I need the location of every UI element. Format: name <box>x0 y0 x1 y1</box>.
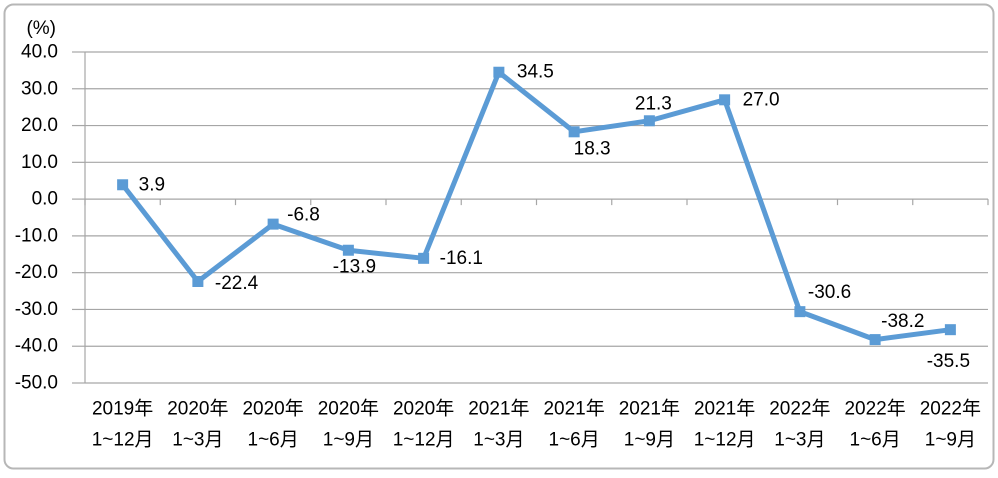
data-label: -35.5 <box>927 351 970 372</box>
data-label: -38.2 <box>881 311 924 332</box>
data-point-marker <box>719 94 731 106</box>
x-tick-label-period: 1~12月 <box>694 430 756 451</box>
data-label: 3.9 <box>139 174 165 195</box>
x-tick-label-period: 1~9月 <box>624 430 675 451</box>
data-point-marker <box>493 66 505 78</box>
x-tick-label-year: 2022年 <box>844 398 905 420</box>
data-label: 18.3 <box>574 138 611 159</box>
y-tick-label: 30.0 <box>21 78 58 99</box>
x-tick-label-period: 1~9月 <box>925 430 976 451</box>
data-point-marker <box>568 126 580 138</box>
x-tick-label-period: 1~12月 <box>393 430 455 451</box>
chart-border <box>3 3 995 470</box>
x-tick-label-year: 2020年 <box>393 398 454 420</box>
x-tick-label-period: 1~6月 <box>248 430 299 451</box>
x-tick-label-period: 1~6月 <box>549 430 600 451</box>
x-tick-label-year: 2020年 <box>167 398 228 420</box>
x-tick-label-period: 1~9月 <box>323 430 374 451</box>
y-tick-label: -30.0 <box>15 299 58 320</box>
x-tick-label-period: 1~3月 <box>473 430 524 451</box>
x-tick-label-year: 2021年 <box>468 398 529 420</box>
y-tick-label: -20.0 <box>15 262 58 283</box>
x-tick-label-period: 1~6月 <box>850 430 901 451</box>
data-label: -30.6 <box>808 282 851 303</box>
y-tick-label: 0.0 <box>32 189 58 210</box>
data-label: 27.0 <box>743 89 780 110</box>
y-tick-label: -50.0 <box>15 373 58 394</box>
y-tick-label: 40.0 <box>21 42 58 63</box>
data-label: 34.5 <box>517 62 554 83</box>
x-tick-label-period: 1~3月 <box>774 430 825 451</box>
data-point-marker <box>117 179 129 191</box>
x-tick-label-period: 1~12月 <box>92 430 154 451</box>
data-point-marker <box>869 334 881 346</box>
data-point-marker <box>794 306 806 318</box>
y-tick-label: 10.0 <box>21 152 58 173</box>
data-point-marker <box>418 252 430 264</box>
x-tick-label-year: 2022年 <box>769 398 830 420</box>
data-label: -16.1 <box>440 248 483 269</box>
x-tick-label-year: 2021年 <box>694 398 755 420</box>
data-label: 21.3 <box>635 93 672 114</box>
x-tick-label-year: 2021年 <box>619 398 680 420</box>
x-tick-label-year: 2019年 <box>92 398 153 420</box>
x-tick-label-year: 2021年 <box>543 398 604 420</box>
x-tick-label-year: 2020年 <box>318 398 379 420</box>
x-tick-label-year: 2022年 <box>920 398 981 420</box>
data-point-marker <box>267 218 279 230</box>
y-tick-label: -40.0 <box>15 336 58 357</box>
x-tick-label-year: 2020年 <box>242 398 303 420</box>
data-label: -13.9 <box>333 257 376 278</box>
x-tick-label-period: 1~3月 <box>172 430 223 451</box>
y-tick-label: 20.0 <box>21 115 58 136</box>
data-label: -6.8 <box>287 205 320 226</box>
data-point-marker <box>192 275 204 287</box>
unit-label: (%) <box>26 18 56 39</box>
data-point-marker <box>944 324 956 336</box>
data-line <box>120 69 953 343</box>
data-label: -22.4 <box>215 273 259 294</box>
y-tick-label: -10.0 <box>15 225 58 246</box>
data-point-marker <box>643 115 655 127</box>
data-point-marker <box>342 244 354 256</box>
